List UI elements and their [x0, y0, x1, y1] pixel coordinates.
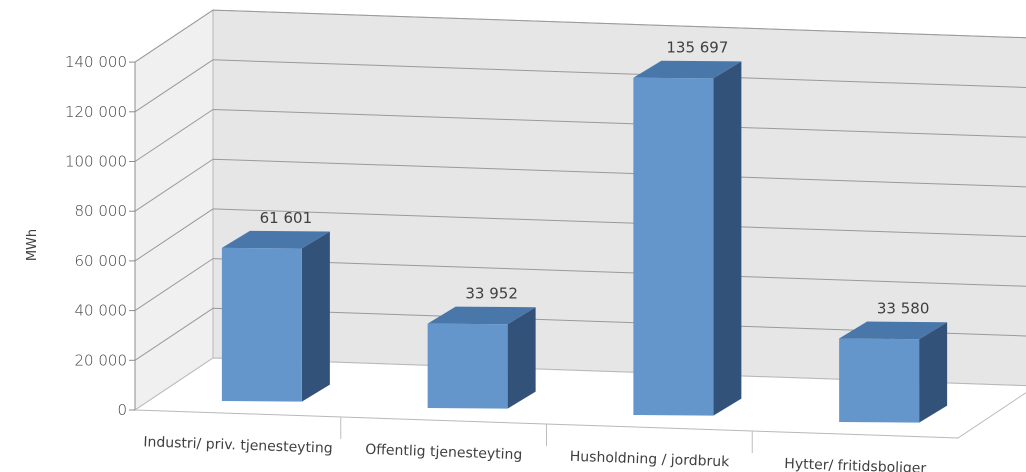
data-label: 61 601	[260, 209, 313, 227]
gridline	[134, 59, 1026, 113]
y-tick-label: 100 000	[65, 153, 127, 171]
x-tick-label: Offentlig tjenesteyting	[365, 442, 523, 463]
data-label: 135 697	[666, 39, 728, 57]
gridlines	[134, 9, 1026, 361]
bar-side	[919, 322, 948, 423]
y-tick-label: 80 000	[75, 202, 128, 220]
bar-front	[839, 338, 920, 423]
bar	[633, 60, 742, 416]
gridline	[134, 108, 1026, 162]
chart-walls	[133, 9, 1026, 439]
y-axis-label: MWh	[25, 229, 40, 261]
bars	[221, 60, 948, 423]
bar-side	[713, 61, 742, 416]
bar-side	[507, 307, 536, 409]
data-labels: 61 601 33 952 135 697 33 580	[260, 39, 930, 318]
bar-front	[427, 323, 508, 409]
y-tick-label: 140 000	[65, 53, 127, 71]
bar	[839, 321, 948, 423]
bar-top	[221, 230, 330, 249]
x-tick-labels: Industri/ priv. tjenesteyting Offentlig t…	[143, 417, 927, 472]
data-label: 33 580	[877, 300, 930, 318]
y-tick-label: 20 000	[75, 351, 128, 369]
bar-side	[301, 231, 330, 402]
y-tick-label: 0	[117, 401, 127, 419]
gridline	[134, 158, 1026, 212]
bar	[427, 306, 536, 409]
bar-top	[839, 321, 948, 340]
x-tick-label: Industri/ priv. tjenesteyting	[143, 434, 333, 457]
bar	[221, 230, 330, 402]
y-tick-labels: 0 20 000 40 000 60 000 80 000 100 000 120 000 1…	[65, 53, 127, 419]
side-wall	[134, 9, 214, 411]
gridline	[134, 258, 1026, 312]
gridline	[134, 9, 1026, 63]
gridline	[134, 208, 1026, 262]
bar-front	[221, 247, 302, 402]
y-axis	[129, 61, 136, 411]
y-tick-label: 120 000	[65, 103, 127, 121]
x-tick-label: Husholdning / jordbruk	[570, 449, 731, 471]
y-tick-label: 60 000	[75, 252, 128, 270]
gridline	[134, 307, 1026, 361]
data-label: 33 952	[465, 285, 518, 303]
bar-top	[427, 306, 536, 325]
bar-top	[633, 60, 742, 79]
y-tick-label: 40 000	[75, 302, 128, 320]
floor	[133, 357, 1026, 439]
bar-front	[633, 77, 714, 416]
x-tick-label: Hytter/ fritidsboliger	[784, 456, 927, 472]
